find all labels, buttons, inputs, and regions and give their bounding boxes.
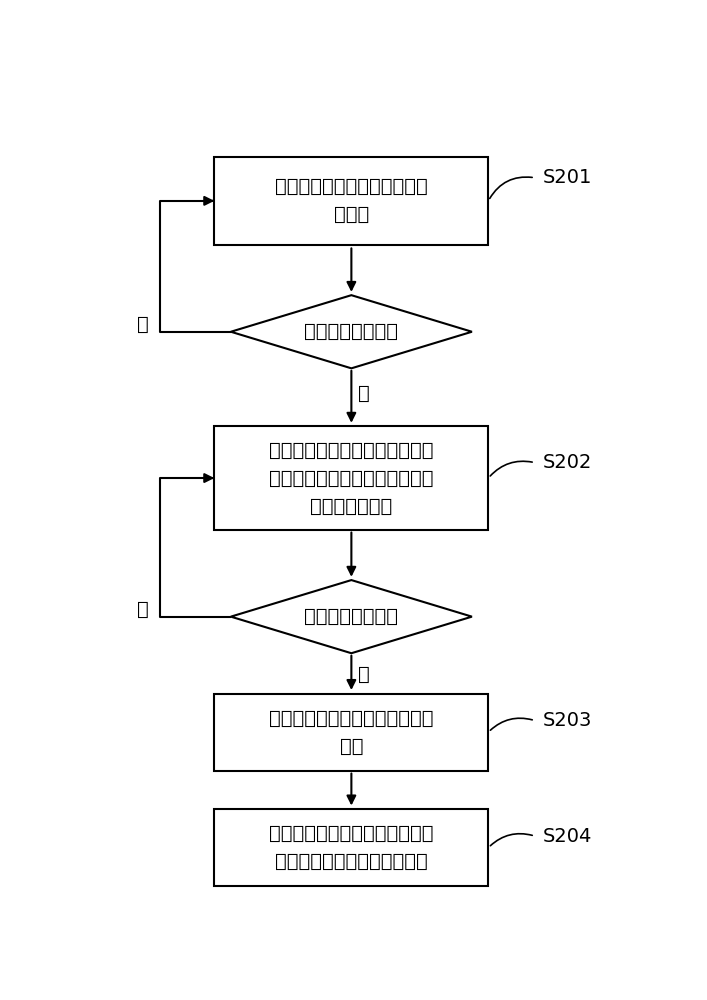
Polygon shape [231,295,472,368]
Bar [214,694,489,771]
Polygon shape [231,580,472,653]
Text: 检测有效起始端点: 检测有效起始端点 [305,322,398,341]
Bar [214,426,489,530]
Bar [214,157,489,245]
Text: S203: S203 [543,711,592,730]
Text: S202: S202 [543,453,592,472]
Text: 否: 否 [137,599,149,618]
Text: S204: S204 [543,827,592,846]
Text: 停止获取语音信息和文本信息的
转换: 停止获取语音信息和文本信息的 转换 [269,709,433,756]
Text: 将最终获取的文本信息生成弹幕
发送指令输出至智能终端设备: 将最终获取的文本信息生成弹幕 发送指令输出至智能终端设备 [269,824,433,871]
Text: 根据第三弹幕操作信号启动录
音界面: 根据第三弹幕操作信号启动录 音界面 [275,177,428,224]
Text: 否: 否 [137,315,149,334]
Text: 是: 是 [358,384,370,403]
Text: 持续获取用户输入的语音信息，
并将其实时转换为文本信息输出
显示在录音界面: 持续获取用户输入的语音信息， 并将其实时转换为文本信息输出 显示在录音界面 [269,441,433,516]
Bar [214,809,489,886]
Text: 检测有效结束端点: 检测有效结束端点 [305,607,398,626]
Text: S201: S201 [543,168,592,187]
Text: 是: 是 [358,665,370,684]
